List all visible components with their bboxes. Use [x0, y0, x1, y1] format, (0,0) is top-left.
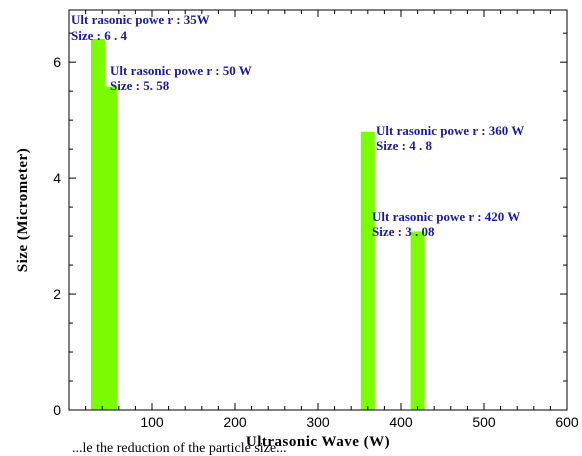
- y-axis-label: Size (Micrometer): [15, 148, 31, 272]
- bar-35w: [91, 39, 105, 410]
- x-tick-label: 100: [140, 414, 164, 430]
- x-tick-label: 300: [306, 414, 330, 430]
- bar-360w: [360, 131, 375, 410]
- annotation-size-35w: Size : 6 . 4: [71, 28, 127, 43]
- annotation-power-50w: Ult rasonic powe r : 50 W: [110, 63, 252, 78]
- tick-labels-layer: 100 200 300 400 500 600 0 2 4 6: [53, 54, 579, 430]
- y-tick-label: 6: [53, 54, 61, 70]
- bar-50w: [103, 86, 118, 410]
- bars-layer: [91, 39, 425, 410]
- x-tick-label: 200: [223, 414, 247, 430]
- bar-420w: [410, 231, 425, 410]
- y-tick-label: 2: [53, 286, 61, 302]
- ticks-layer: [68, 10, 568, 411]
- x-axis-label: Ultrasonic Wave (W): [246, 434, 390, 450]
- x-tick-label: 500: [472, 414, 496, 430]
- annotation-power-360w: Ult rasonic powe r : 360 W: [376, 123, 524, 138]
- y-tick-label: 0: [53, 402, 61, 418]
- annotation-size-420w: Size : 3 . 08: [372, 224, 435, 239]
- x-tick-label: 400: [389, 414, 413, 430]
- annotation-size-360w: Size : 4 . 8: [376, 138, 432, 153]
- annotation-size-50w: Size : 5. 58: [110, 78, 170, 93]
- annotation-power-420w: Ult rasonic powe r : 420 W: [372, 209, 520, 224]
- x-tick-label: 600: [555, 414, 579, 430]
- annotation-power-35w: Ult rasonic powe r : 35W: [71, 12, 210, 27]
- caption-text: ...le the reduction of the particle size…: [72, 442, 287, 456]
- y-tick-label: 4: [53, 170, 61, 186]
